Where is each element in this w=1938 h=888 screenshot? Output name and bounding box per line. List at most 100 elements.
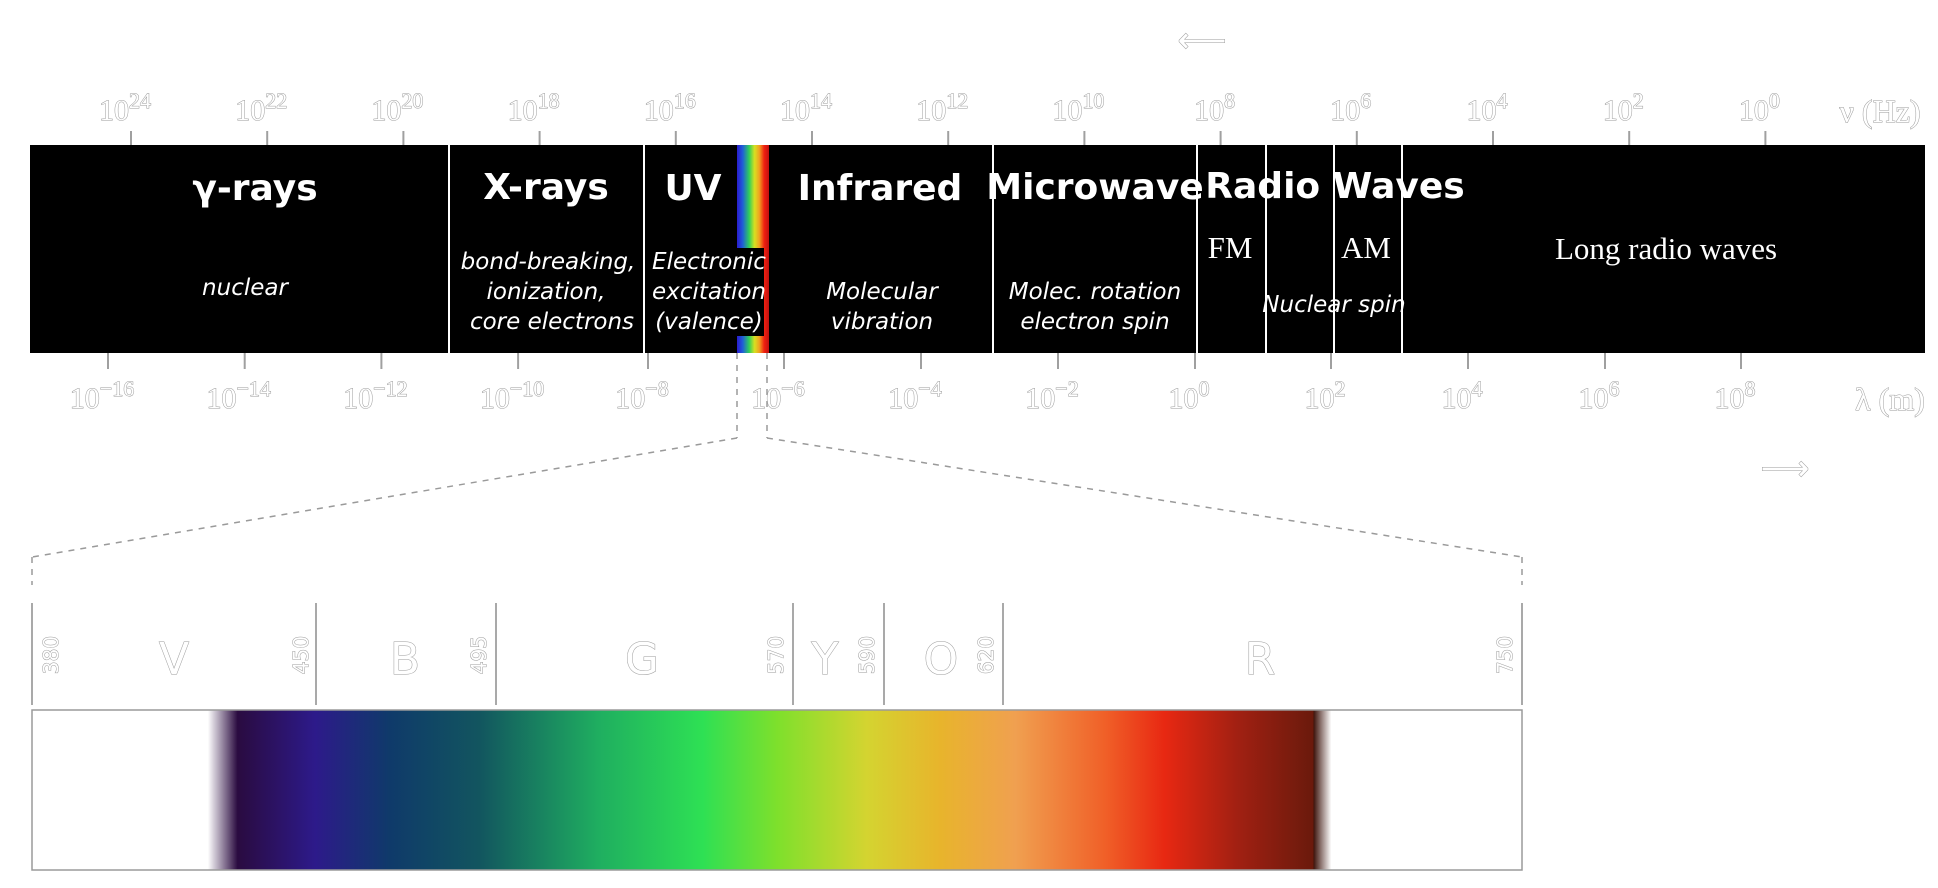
uv-sub-3: (valence) (655, 309, 763, 335)
color-violet: V (159, 634, 189, 685)
wavelength-axis-tick-label: 10−4 (888, 376, 941, 415)
wavelength-axis-tick-base: 10 (343, 382, 373, 415)
gamma-subtitle: nuclear (202, 275, 289, 301)
wavelength-axis-tick-exponent: −16 (100, 376, 134, 401)
frequency-axis-tick-label: 100 (1739, 88, 1780, 127)
uv-sub-1: Electronic (652, 249, 766, 275)
frequency-axis-tick-exponent: 4 (1497, 88, 1508, 113)
frequency-axis-tick-label: 1024 (99, 88, 151, 127)
wavelength-axis-tick-exponent: 8 (1745, 376, 1756, 401)
visible-color-boundaries (31, 603, 1523, 705)
frequency-axis-tick-exponent: 2 (1633, 88, 1644, 113)
uv-title: UV (664, 168, 721, 209)
nm-label-750: 750 (1493, 636, 1517, 674)
frequency-axis-tick-base: 10 (371, 94, 401, 127)
xray-sub-1: bond-breaking, (461, 249, 636, 275)
nm-label-620: 620 (974, 636, 998, 674)
nm-label-570: 570 (764, 636, 788, 674)
wavelength-axis-unit: λ (m) (1855, 381, 1925, 417)
frequency-axis: 1024 1022 1020 1018 1016 1014 1012 1010 108 106 10… (99, 88, 1780, 145)
frequency-axis-tick-exponent: 12 (946, 88, 968, 113)
frequency-axis-tick-label: 1020 (371, 88, 423, 127)
xray-sub-2: ionization, (487, 279, 606, 305)
wavelength-axis-tick-base: 10 (206, 382, 236, 415)
wavelength-axis-tick-base: 10 (70, 382, 100, 415)
frequency-axis-tick-label: 1016 (644, 88, 696, 127)
frequency-axis-tick-exponent: 8 (1224, 88, 1235, 113)
frequency-axis-tick-label: 1012 (916, 88, 968, 127)
wavelength-axis: 10−16 10−14 10−12 10−10 10−8 10−6 10−4 10−2 100 1… (69, 353, 1756, 416)
wavelength-axis-tick-exponent: 6 (1609, 376, 1620, 401)
spectrum-band-background (30, 145, 1925, 353)
wavelength-axis-tick-exponent: −6 (781, 376, 804, 401)
wavelength-axis-tick-base: 10 (1715, 382, 1745, 415)
nm-label-380: 380 (39, 636, 63, 674)
wavelength-axis-tick-exponent: −14 (236, 376, 270, 401)
wavelength-axis-tick-label: 10−14 (206, 376, 270, 415)
frequency-axis-tick-base: 10 (1194, 94, 1224, 127)
wavelength-axis-tick-label: 10−16 (70, 376, 134, 415)
frequency-axis-tick-exponent: 20 (401, 88, 423, 113)
frequency-axis-tick-label: 104 (1467, 88, 1508, 127)
wavelength-axis-tick-exponent: 4 (1472, 376, 1483, 401)
wavelength-axis-tick-label: 10−10 (480, 376, 544, 415)
color-orange: O (924, 634, 959, 685)
frequency-axis-tick-label: 1010 (1052, 88, 1104, 127)
wavelength-axis-tick-label: 106 (1579, 376, 1620, 415)
wavelength-axis-tick-base: 10 (751, 382, 781, 415)
arrow-left-icon: ⟵ (1178, 23, 1227, 60)
zoom-connector-left (31, 437, 738, 558)
fm-label: FM (1208, 230, 1253, 265)
frequency-axis-tick-base: 10 (508, 94, 538, 127)
color-red: R (1245, 634, 1276, 685)
frequency-axis-tick-exponent: 24 (129, 88, 151, 113)
microwave-sub-1: Molec. rotation (1009, 279, 1181, 305)
infrared-title: Infrared (798, 168, 963, 209)
wavelength-axis-tick-base: 10 (1025, 382, 1055, 415)
frequency-axis-tick-label: 108 (1194, 88, 1235, 127)
frequency-axis-tick-base: 10 (644, 94, 674, 127)
zoom-connector-right (766, 437, 1523, 558)
nuclear-spin-label: Nuclear spin (1262, 292, 1405, 318)
frequency-axis-tick-base: 10 (1330, 94, 1360, 127)
frequency-axis-tick-base: 10 (99, 94, 129, 127)
uv-sub-2: excitation (652, 279, 766, 305)
wavelength-axis-tick-exponent: −8 (645, 376, 668, 401)
frequency-axis-tick-exponent: 0 (1769, 88, 1780, 113)
nm-label-590: 590 (855, 636, 879, 674)
wavelength-axis-tick-exponent: −10 (510, 376, 544, 401)
infrared-sub-1: Molecular (826, 279, 939, 305)
frequency-axis-tick-base: 10 (1739, 94, 1769, 127)
frequency-axis-unit: ν (Hz) (1839, 93, 1920, 129)
frequency-axis-tick-label: 1022 (235, 88, 287, 127)
frequency-axis-tick-base: 10 (1467, 94, 1497, 127)
uv-subtitle-background (652, 248, 764, 336)
color-blue: B (390, 634, 420, 685)
wavelength-axis-tick-base: 10 (480, 382, 510, 415)
long-radio-waves-label: Long radio waves (1555, 231, 1777, 266)
wavelength-axis-tick-label: 10−8 (615, 376, 668, 415)
xray-sub-3: core electrons (470, 309, 634, 335)
wavelength-axis-tick-exponent: −2 (1055, 376, 1078, 401)
color-yellow: Y (811, 634, 839, 685)
wavelength-axis-tick-label: 10−6 (751, 376, 804, 415)
wavelength-axis-tick-base: 10 (1579, 382, 1609, 415)
wavelength-axis-tick-exponent: 0 (1199, 376, 1210, 401)
nm-label-495: 495 (467, 636, 491, 674)
frequency-axis-tick-base: 10 (235, 94, 265, 127)
color-green: G (625, 634, 659, 685)
frequency-axis-tick-base: 10 (1052, 94, 1082, 127)
wavelength-axis-tick-base: 10 (1442, 382, 1472, 415)
wavelength-axis-tick-base: 10 (615, 382, 645, 415)
microwave-title: Microwave (986, 167, 1203, 208)
xray-title: X-rays (483, 167, 609, 208)
gamma-title: γ-rays (192, 168, 317, 209)
wavelength-axis-tick-base: 10 (888, 382, 918, 415)
wavelength-axis-tick-label: 10−12 (343, 376, 407, 415)
wavelength-axis-tick-base: 10 (1169, 382, 1199, 415)
frequency-axis-tick-label: 106 (1330, 88, 1371, 127)
frequency-axis-tick-exponent: 14 (810, 88, 832, 113)
frequency-axis-tick-exponent: 10 (1082, 88, 1104, 113)
wavelength-axis-tick-label: 10−2 (1025, 376, 1078, 415)
wavelength-axis-tick-base: 10 (1305, 382, 1335, 415)
